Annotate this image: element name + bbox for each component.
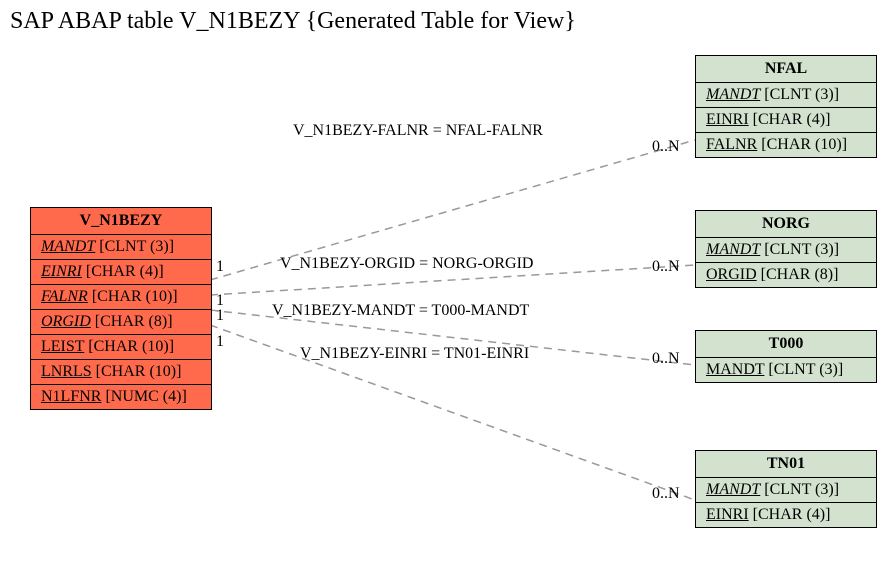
field-type: [CHAR (10)] [84,338,174,355]
field-row: EINRI [CHAR (4)] [31,260,211,285]
cardinality-left: 1 [216,258,224,276]
field-row: ORGID [CHAR (8)] [696,263,876,287]
field-row: MANDT [CLNT (3)] [696,358,876,382]
entity-header: T000 [696,331,876,358]
entity-tn01: TN01MANDT [CLNT (3)]EINRI [CHAR (4)] [695,450,877,528]
field-name: MANDT [706,481,760,498]
field-name: MANDT [41,238,95,255]
entity-v_n1bezy: V_N1BEZYMANDT [CLNT (3)]EINRI [CHAR (4)]… [30,207,212,410]
field-name: FALNR [41,288,88,305]
field-name: ORGID [706,266,757,283]
field-name: EINRI [706,111,749,128]
field-type: [CLNT (3)] [95,238,174,255]
field-type: [CHAR (4)] [82,263,164,280]
cardinality-right: 0..N [652,485,680,503]
field-type: [CHAR (8)] [757,266,839,283]
relation-label: V_N1BEZY-ORGID = NORG-ORGID [280,255,533,273]
field-type: [CHAR (4)] [749,506,831,523]
relation-label: V_N1BEZY-FALNR = NFAL-FALNR [293,122,543,140]
field-row: N1LFNR [NUMC (4)] [31,385,211,409]
entity-t000: T000MANDT [CLNT (3)] [695,330,877,383]
field-row: MANDT [CLNT (3)] [696,83,876,108]
cardinality-right: 0..N [652,350,680,368]
field-row: FALNR [CHAR (10)] [31,285,211,310]
field-row: MANDT [CLNT (3)] [31,235,211,260]
entity-nfal: NFALMANDT [CLNT (3)]EINRI [CHAR (4)]FALN… [695,55,877,158]
field-name: ORGID [41,313,91,330]
field-type: [CLNT (3)] [760,481,839,498]
field-type: [CHAR (10)] [757,136,847,153]
field-name: EINRI [706,506,749,523]
field-name: MANDT [706,241,760,258]
entity-header: NFAL [696,56,876,83]
field-type: [CLNT (3)] [760,241,839,258]
entity-header: TN01 [696,451,876,478]
field-name: MANDT [706,361,764,378]
entity-norg: NORGMANDT [CLNT (3)]ORGID [CHAR (8)] [695,210,877,288]
entity-header: V_N1BEZY [31,208,211,235]
field-name: N1LFNR [41,388,101,405]
field-row: EINRI [CHAR (4)] [696,108,876,133]
field-row: LEIST [CHAR (10)] [31,335,211,360]
field-row: MANDT [CLNT (3)] [696,238,876,263]
field-row: ORGID [CHAR (8)] [31,310,211,335]
field-type: [CHAR (4)] [749,111,831,128]
field-name: LNRLS [41,363,92,380]
cardinality-right: 0..N [652,258,680,276]
relation-label: V_N1BEZY-MANDT = T000-MANDT [272,302,529,320]
field-name: MANDT [706,86,760,103]
field-type: [CHAR (10)] [92,363,182,380]
field-row: FALNR [CHAR (10)] [696,133,876,157]
field-name: LEIST [41,338,84,355]
field-type: [CHAR (8)] [91,313,173,330]
field-row: LNRLS [CHAR (10)] [31,360,211,385]
field-name: FALNR [706,136,757,153]
entity-header: NORG [696,211,876,238]
field-type: [CLNT (3)] [760,86,839,103]
relation-label: V_N1BEZY-EINRI = TN01-EINRI [300,345,529,363]
field-row: EINRI [CHAR (4)] [696,503,876,527]
cardinality-left: 1 [216,307,224,325]
page-title: SAP ABAP table V_N1BEZY {Generated Table… [10,8,576,35]
cardinality-right: 0..N [652,138,680,156]
field-name: EINRI [41,263,82,280]
field-type: [CLNT (3)] [764,361,843,378]
field-row: MANDT [CLNT (3)] [696,478,876,503]
field-type: [NUMC (4)] [101,388,186,405]
cardinality-left: 1 [216,333,224,351]
field-type: [CHAR (10)] [88,288,178,305]
